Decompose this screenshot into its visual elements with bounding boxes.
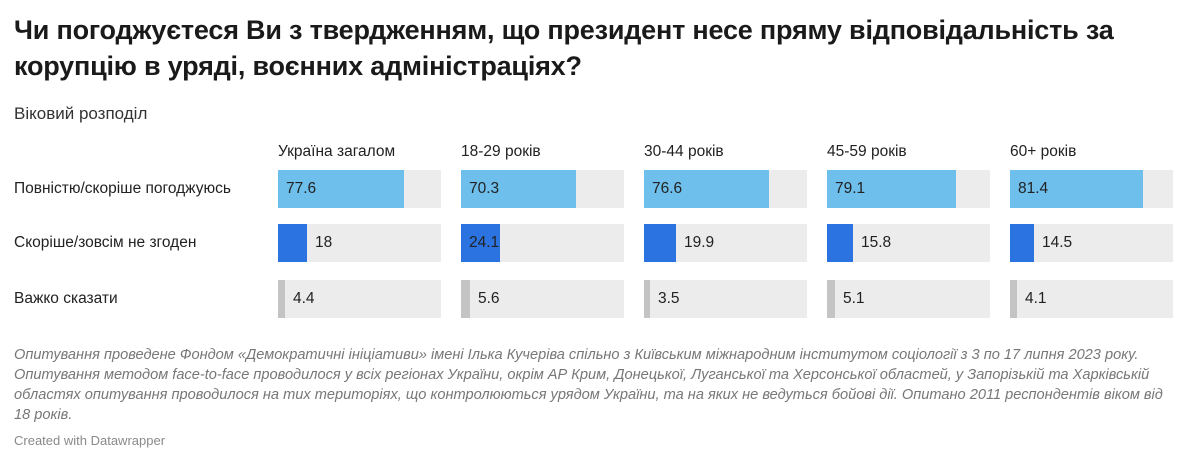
bar-track-agree-age-18-29: 70.3 — [461, 170, 624, 208]
bar-value-label: 81.4 — [1018, 180, 1049, 197]
bar-value-label: 76.6 — [652, 180, 683, 197]
bar-value-label: 19.9 — [684, 234, 715, 251]
chart-notes: Опитування проведене Фондом «Демократичн… — [14, 347, 1163, 423]
bar-track-disagree-ukraine-total: 18 — [278, 224, 441, 262]
bar-hard-to-say-age-18-29 — [461, 280, 470, 318]
bar-disagree-ukraine-total — [278, 224, 307, 262]
bar-hard-to-say-age-30-44 — [644, 280, 650, 318]
bar-disagree-age-45-59 — [827, 224, 853, 262]
bar-agree-age-60-plus — [1010, 170, 1143, 208]
bar-value-label: 4.1 — [1025, 290, 1047, 307]
bar-track-disagree-age-45-59: 15.8 — [827, 224, 990, 262]
bar-value-label: 5.1 — [843, 290, 865, 307]
bar-disagree-age-30-44 — [644, 224, 676, 262]
bar-track-hard-to-say-age-30-44: 3.5 — [644, 280, 807, 318]
bar-value-label: 3.5 — [658, 290, 680, 307]
bar-value-label: 24.1 — [469, 234, 500, 251]
bar-track-agree-ukraine-total: 77.6 — [278, 170, 441, 208]
bar-value-label: 14.5 — [1042, 234, 1073, 251]
bar-track-hard-to-say-age-45-59: 5.1 — [827, 280, 990, 318]
bar-disagree-age-60-plus — [1010, 224, 1034, 262]
bar-value-label: 70.3 — [469, 180, 500, 197]
column-header-age-18-29: 18-29 років — [461, 143, 541, 160]
bar-track-hard-to-say-age-18-29: 5.6 — [461, 280, 624, 318]
chart-subtitle: Віковий розподіл — [14, 104, 148, 123]
bar-hard-to-say-ukraine-total — [278, 280, 285, 318]
bar-track-agree-age-30-44: 76.6 — [644, 170, 807, 208]
bar-track-hard-to-say-age-60-plus: 4.1 — [1010, 280, 1173, 318]
bar-track-disagree-age-60-plus: 14.5 — [1010, 224, 1173, 262]
bar-agree-ukraine-total — [278, 170, 404, 208]
row-label-disagree: Скоріше/зовсім не згоден — [14, 234, 197, 251]
bar-value-label: 15.8 — [861, 234, 892, 251]
chart-title: Чи погоджуєтеся Ви з твердженням, що пре… — [14, 15, 1114, 81]
datawrapper-credit: Created with Datawrapper — [14, 433, 166, 448]
bar-agree-age-30-44 — [644, 170, 769, 208]
bar-track-hard-to-say-ukraine-total: 4.4 — [278, 280, 441, 318]
row-label-hard-to-say: Важко сказати — [14, 290, 118, 307]
column-header-age-60-plus: 60+ років — [1010, 143, 1077, 160]
bar-agree-age-18-29 — [461, 170, 576, 208]
bar-value-label: 5.6 — [478, 290, 500, 307]
column-header-age-30-44: 30-44 років — [644, 143, 724, 160]
bar-value-label: 77.6 — [286, 180, 317, 197]
bar-value-label: 4.4 — [293, 290, 315, 307]
bar-agree-age-45-59 — [827, 170, 956, 208]
bar-hard-to-say-age-60-plus — [1010, 280, 1017, 318]
bar-track-agree-age-60-plus: 81.4 — [1010, 170, 1173, 208]
bar-hard-to-say-age-45-59 — [827, 280, 835, 318]
column-header-ukraine-total: Україна загалом — [278, 143, 396, 160]
column-header-age-45-59: 45-59 років — [827, 143, 907, 160]
bar-disagree-age-18-29 — [461, 224, 500, 262]
bar-track-agree-age-45-59: 79.1 — [827, 170, 990, 208]
row-label-agree: Повністю/скоріше погоджуюсь — [14, 180, 231, 197]
bar-value-label: 18 — [315, 234, 333, 251]
bar-value-label: 79.1 — [835, 180, 866, 197]
bar-track-disagree-age-30-44: 19.9 — [644, 224, 807, 262]
bar-track-disagree-age-18-29: 24.1 — [461, 224, 624, 262]
